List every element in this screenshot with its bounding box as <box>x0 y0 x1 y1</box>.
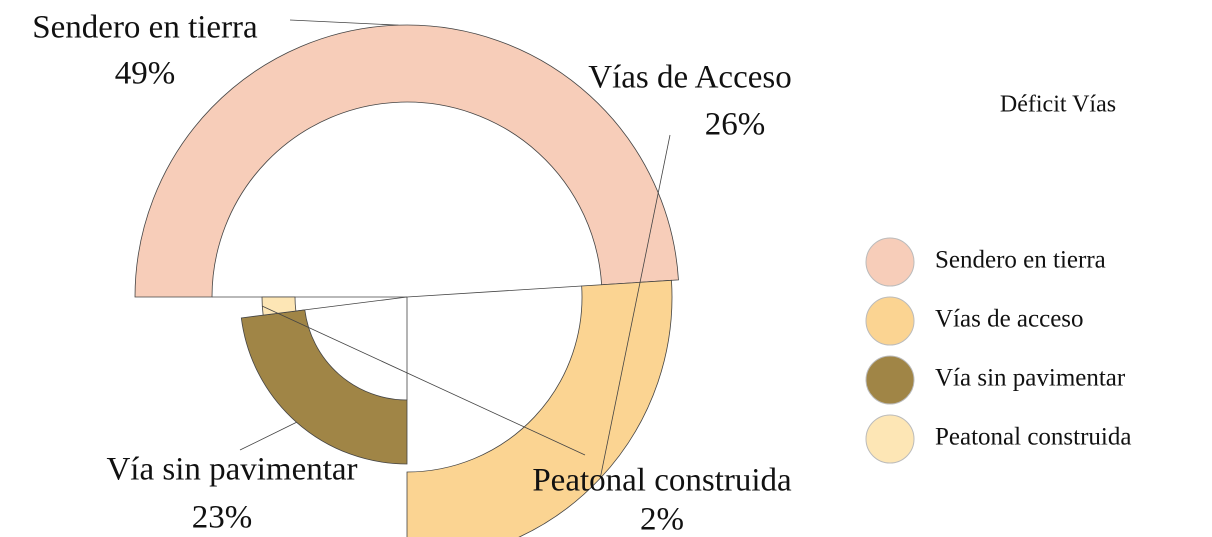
radial-line <box>406 285 582 298</box>
legend-label: Vías de acceso <box>935 306 1084 333</box>
segment-label: Vías de Acceso <box>588 60 791 96</box>
chart-title: Déficit Vías <box>1000 92 1116 118</box>
leader-line <box>262 305 586 456</box>
leader-line <box>239 421 297 451</box>
value-label: 49% <box>115 56 176 92</box>
legend-swatch <box>865 296 915 346</box>
value-label: 2% <box>640 502 684 537</box>
legend-label: Vía sin pavimentar <box>935 365 1126 392</box>
donut-segment <box>240 309 408 465</box>
value-label: 26% <box>705 107 766 143</box>
donut-segment <box>261 296 297 316</box>
legend-swatch <box>865 355 915 405</box>
legend-label: Peatonal construida <box>935 424 1131 451</box>
donut-segment <box>406 279 673 537</box>
leader-line <box>599 134 671 479</box>
legend-label: Sendero en tierra <box>935 247 1106 274</box>
legend-swatch <box>865 237 915 287</box>
legend-swatch <box>865 414 915 464</box>
segment-label: Sendero en tierra <box>32 10 258 46</box>
donut-segment <box>134 24 679 298</box>
segment-label: Vía sin pavimentar <box>106 452 357 488</box>
leader-line <box>289 19 399 26</box>
radial-line <box>295 296 408 312</box>
value-label: 23% <box>192 500 253 536</box>
segment-label: Peatonal construida <box>532 463 792 499</box>
